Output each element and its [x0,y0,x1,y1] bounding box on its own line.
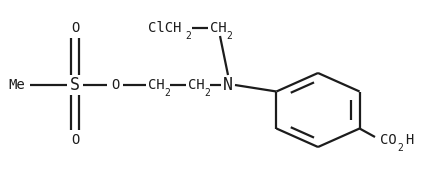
Text: O: O [71,21,79,35]
Text: ClCH: ClCH [148,21,182,35]
Text: CO: CO [380,133,397,147]
Text: N: N [223,76,233,94]
Text: O: O [71,133,79,147]
Text: 2: 2 [164,88,170,98]
Text: O: O [111,78,119,92]
Text: 2: 2 [185,31,191,41]
Text: CH: CH [148,78,165,92]
Text: H: H [405,133,413,147]
Text: 2: 2 [397,143,403,153]
Text: S: S [70,76,80,94]
Text: CH: CH [210,21,227,35]
Text: Me: Me [8,78,25,92]
Text: 2: 2 [226,31,232,41]
Text: 2: 2 [204,88,210,98]
Text: CH: CH [188,78,205,92]
